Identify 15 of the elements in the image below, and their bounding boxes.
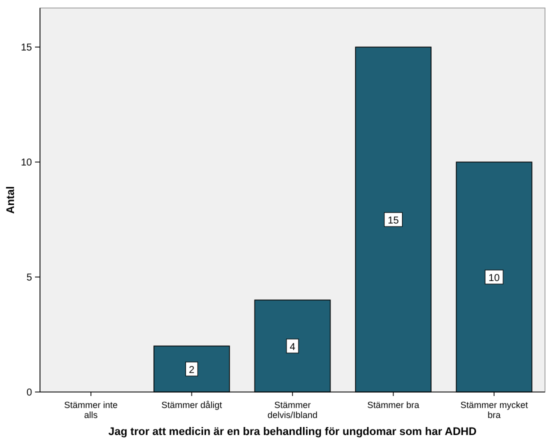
x-tick-label: Stämmer delvis/Ibland [267, 400, 318, 420]
data-label: 2 [188, 365, 195, 376]
data-label: 10 [488, 273, 500, 284]
data-label: 4 [290, 342, 296, 354]
x-axis-title: Jag tror att medicin är en bra behandling för ungdomar som har ADHD [108, 426, 477, 438]
x-tick-label: Stämmer inte alls [64, 400, 118, 420]
x-tick-label: Stämmer mycket bra [460, 400, 528, 420]
x-tick-label: Stämmer bra [367, 400, 420, 410]
y-tick-label: 0 [26, 388, 32, 398]
data-label: 15 [388, 216, 400, 227]
y-tick-label: 15 [20, 42, 32, 54]
y-tick-label: 5 [26, 272, 32, 284]
y-tick-label: 10 [20, 158, 32, 169]
x-tick-label: Stämmer dåligt [161, 400, 222, 410]
y-axis-title: Antal [5, 186, 17, 214]
